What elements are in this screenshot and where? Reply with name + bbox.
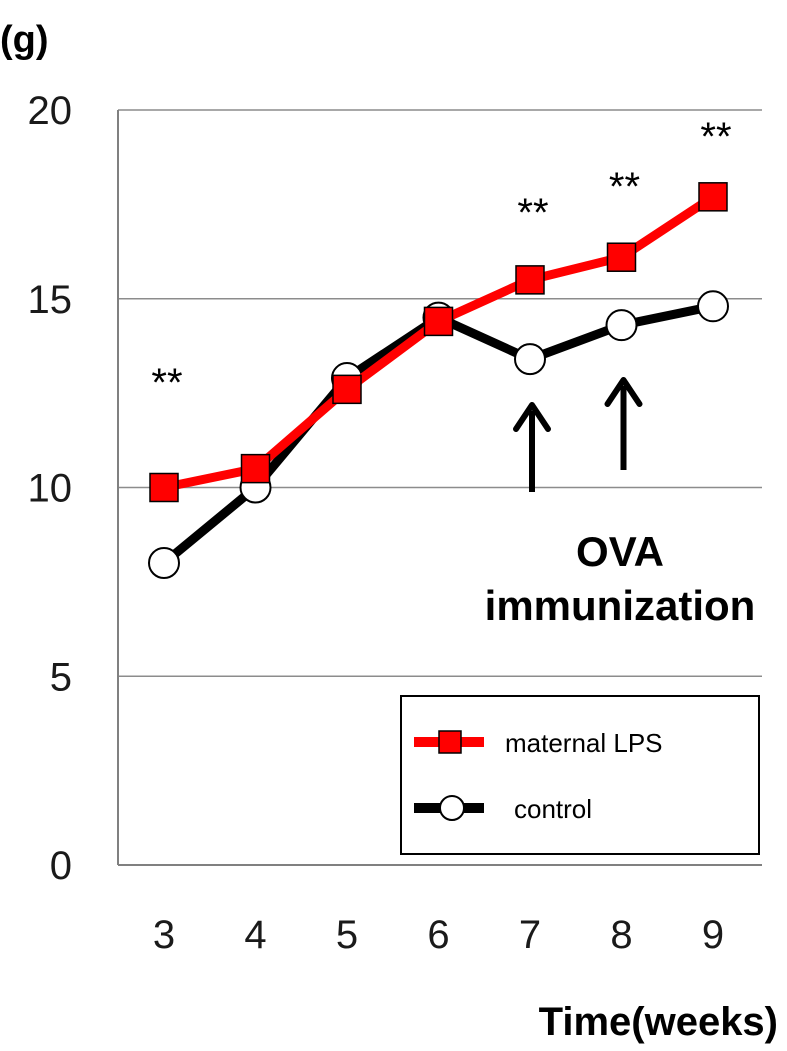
- x-axis-title: Time(weeks): [539, 1000, 778, 1044]
- arrow-head-week-8: [604, 377, 643, 407]
- y-unit-label: (g): [0, 19, 49, 61]
- point-lps-week-4: [240, 453, 271, 484]
- significance-markers: ** ** ** **: [151, 115, 731, 405]
- legend-marker-lps-square: [438, 730, 462, 754]
- significance-week-9: **: [700, 115, 731, 159]
- x-tick-label: 8: [610, 913, 632, 957]
- y-tick-label: 15: [28, 278, 73, 322]
- x-tick-label: 9: [702, 913, 724, 957]
- y-tick-label: 20: [28, 89, 73, 133]
- legend: maternal LPS control: [400, 695, 760, 855]
- series-line-lps: [163, 193, 716, 492]
- significance-week-3: **: [151, 361, 182, 405]
- y-tick-labels: 0 5 10 15 20: [28, 89, 73, 888]
- point-control-week-8: [605, 309, 638, 342]
- y-tick-label: 10: [28, 467, 73, 511]
- x-tick-labels: 3 4 5 6 7 8 9: [153, 913, 724, 957]
- point-lps-week-6: [423, 306, 454, 337]
- y-tick-label: 0: [50, 844, 72, 888]
- point-control-week-9: [697, 290, 729, 323]
- x-tick-label: 6: [427, 913, 449, 957]
- legend-label-control: control: [514, 794, 592, 824]
- x-tick-label: 4: [244, 913, 266, 957]
- series-layer: [148, 182, 729, 579]
- gridlines: [118, 109, 762, 677]
- legend-marker-control-circle: [439, 795, 465, 821]
- point-lps-week-8: [606, 242, 637, 272]
- annotation-line-2: immunization: [485, 582, 756, 629]
- x-tick-label: 5: [336, 913, 358, 957]
- legend-box: [400, 695, 760, 855]
- point-lps-week-7: [515, 265, 545, 295]
- significance-week-7: **: [517, 191, 548, 235]
- arrow-head-week-7: [513, 402, 551, 432]
- point-control-week-7: [514, 343, 546, 376]
- series-line-control: [161, 301, 714, 567]
- point-lps-week-5: [332, 374, 362, 405]
- y-tick-label: 5: [50, 655, 72, 699]
- point-lps-week-9: [698, 182, 728, 212]
- point-lps-week-3: [149, 472, 179, 503]
- significance-week-8: **: [609, 165, 640, 209]
- annotation-line-1: OVA: [576, 528, 664, 575]
- point-control-week-3: [148, 547, 180, 579]
- x-tick-label: 7: [519, 913, 541, 957]
- x-tick-label: 3: [153, 913, 175, 957]
- legend-label-lps: maternal LPS: [505, 728, 663, 758]
- immunization-arrows: [513, 377, 643, 492]
